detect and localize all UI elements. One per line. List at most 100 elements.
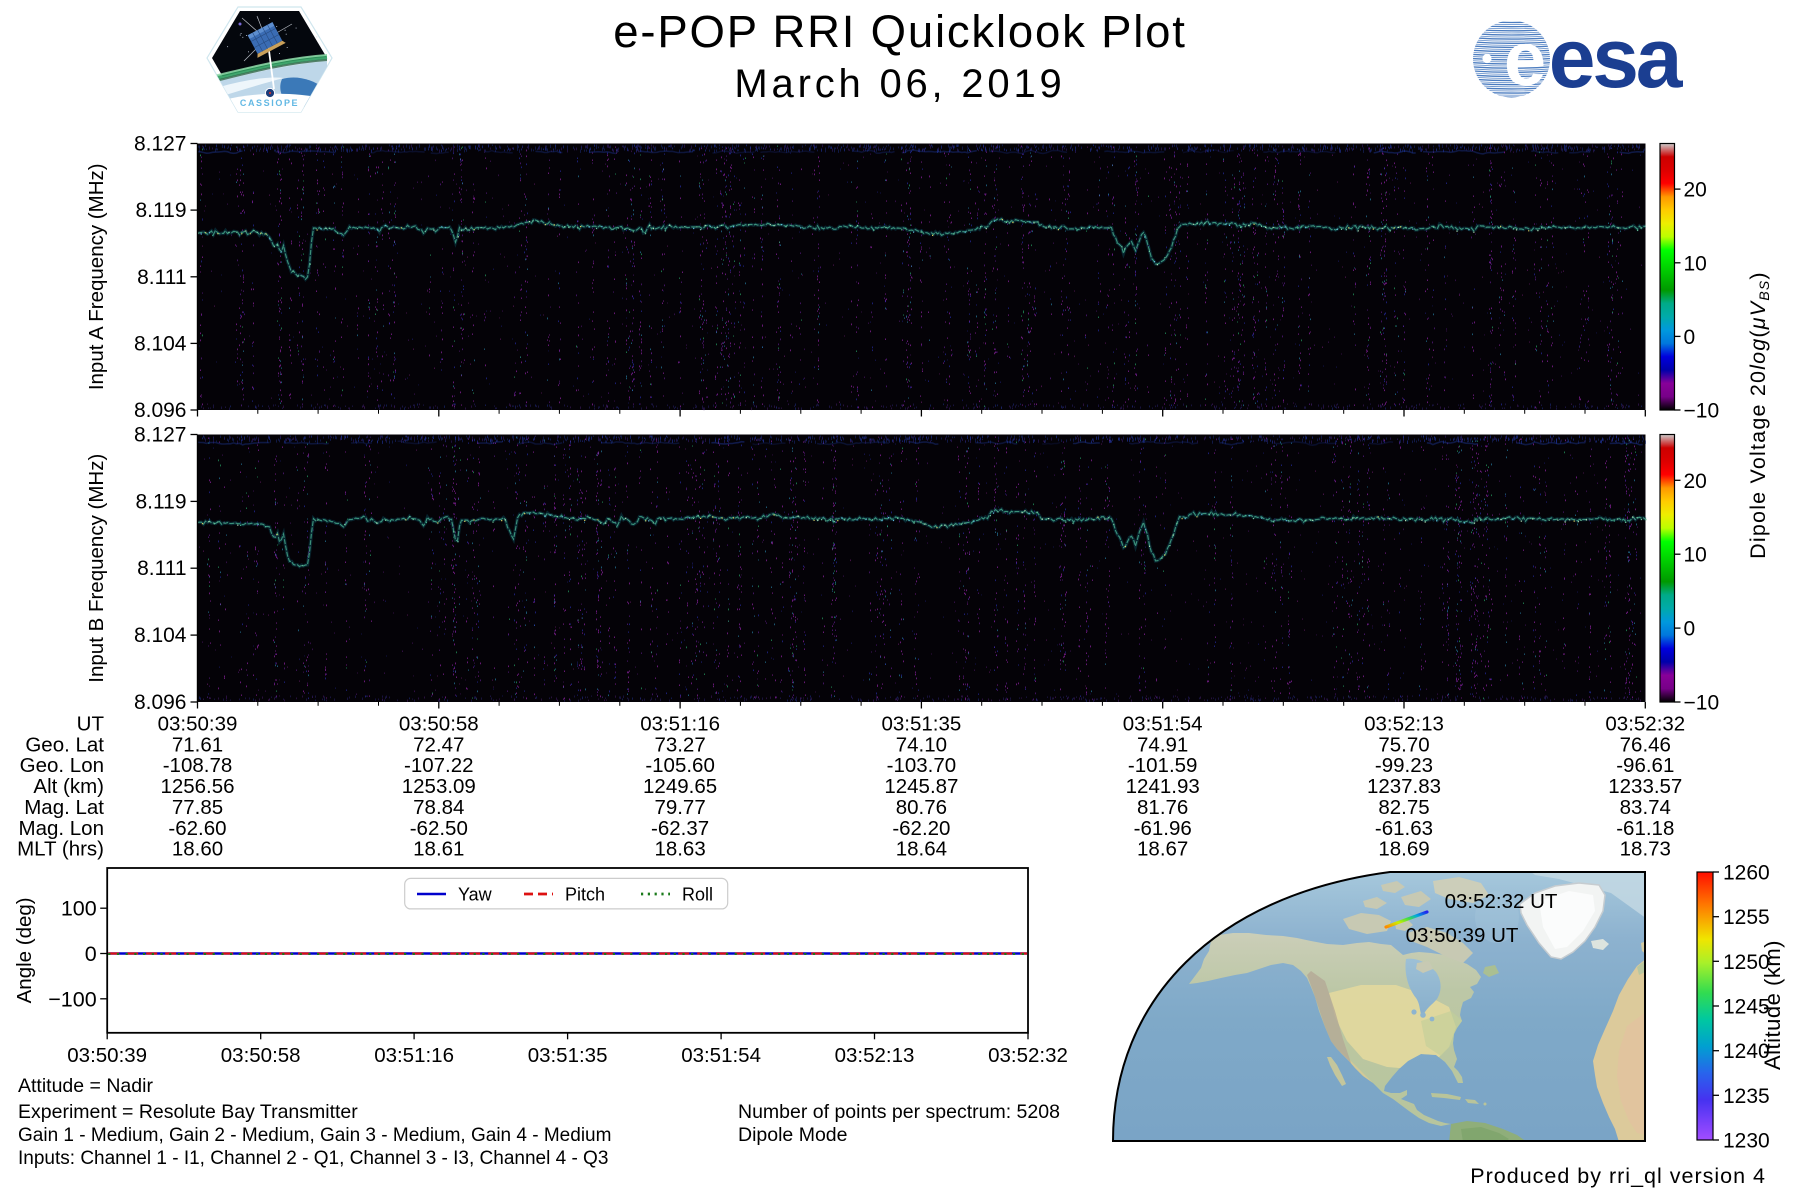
svg-text:03:52:32 UT: 03:52:32 UT <box>1445 890 1558 913</box>
svg-text:-62.37: -62.37 <box>651 817 709 840</box>
svg-text:8.119: 8.119 <box>136 199 187 222</box>
svg-text:18.73: 18.73 <box>1620 838 1671 861</box>
svg-text:-101.59: -101.59 <box>1128 754 1198 777</box>
svg-text:03:51:35: 03:51:35 <box>881 713 961 736</box>
svg-text:1240: 1240 <box>1723 1040 1770 1063</box>
svg-text:1250: 1250 <box>1723 951 1770 974</box>
svg-text:83.74: 83.74 <box>1620 796 1671 819</box>
svg-text:Mag. Lon: Mag. Lon <box>19 817 104 840</box>
svg-text:8.096: 8.096 <box>134 399 187 422</box>
svg-text:1256.56: 1256.56 <box>160 775 234 798</box>
svg-text:03:50:39: 03:50:39 <box>67 1044 147 1067</box>
svg-text:03:52:13: 03:52:13 <box>835 1044 915 1067</box>
svg-text:8.119: 8.119 <box>136 490 187 513</box>
svg-text:1260: 1260 <box>1723 862 1770 885</box>
svg-text:03:51:16: 03:51:16 <box>640 713 720 736</box>
svg-text:1233.57: 1233.57 <box>1608 775 1682 798</box>
svg-text:78.84: 78.84 <box>413 796 464 819</box>
svg-text:03:50:39: 03:50:39 <box>158 713 238 736</box>
svg-text:18.63: 18.63 <box>654 838 705 861</box>
svg-text:March 06, 2019: March 06, 2019 <box>734 62 1065 106</box>
svg-text:1237.83: 1237.83 <box>1367 775 1441 798</box>
svg-text:8.127: 8.127 <box>134 424 187 447</box>
svg-text:Input A Frequency (MHz): Input A Frequency (MHz) <box>85 163 108 390</box>
svg-text:Pitch: Pitch <box>565 885 605 905</box>
svg-text:73.27: 73.27 <box>654 733 705 756</box>
svg-text:−100: −100 <box>48 987 96 1011</box>
svg-text:-62.60: -62.60 <box>168 817 226 840</box>
svg-text:1245.87: 1245.87 <box>884 775 958 798</box>
svg-text:03:52:32: 03:52:32 <box>988 1044 1068 1067</box>
svg-text:72.47: 72.47 <box>413 733 464 756</box>
svg-text:75.70: 75.70 <box>1378 733 1429 756</box>
svg-text:esa: esa <box>1549 11 1684 105</box>
svg-text:Geo. Lat: Geo. Lat <box>25 733 104 756</box>
svg-text:81.76: 81.76 <box>1137 796 1188 819</box>
svg-text:-99.23: -99.23 <box>1375 754 1433 777</box>
svg-text:0: 0 <box>1684 618 1696 641</box>
svg-text:18.61: 18.61 <box>413 838 464 861</box>
svg-text:18.67: 18.67 <box>1137 838 1188 861</box>
svg-text:Geo. Lon: Geo. Lon <box>20 754 104 777</box>
svg-text:18.60: 18.60 <box>172 838 223 861</box>
svg-text:03:50:39 UT: 03:50:39 UT <box>1406 924 1519 947</box>
svg-text:03:51:54: 03:51:54 <box>681 1044 761 1067</box>
svg-text:-105.60: -105.60 <box>645 754 715 777</box>
svg-text:-107.22: -107.22 <box>404 754 474 777</box>
svg-text:-96.61: -96.61 <box>1616 754 1674 777</box>
svg-text:-62.50: -62.50 <box>410 817 468 840</box>
svg-text:Inputs: Channel 1 - I1, Channe: Inputs: Channel 1 - I1, Channel 2 - Q1, … <box>18 1148 608 1169</box>
svg-text:20: 20 <box>1684 470 1707 493</box>
svg-text:20: 20 <box>1684 179 1707 202</box>
svg-text:1235: 1235 <box>1723 1085 1770 1108</box>
svg-text:80.76: 80.76 <box>896 796 947 819</box>
svg-text:Angle (deg): Angle (deg) <box>13 897 36 1003</box>
svg-text:Yaw: Yaw <box>458 885 493 905</box>
svg-text:76.46: 76.46 <box>1620 733 1671 756</box>
svg-text:e: e <box>1504 17 1546 102</box>
svg-text:-61.96: -61.96 <box>1134 817 1192 840</box>
svg-text:8.104: 8.104 <box>134 624 187 647</box>
svg-text:CASSIOPE: CASSIOPE <box>240 98 299 108</box>
svg-text:Produced by rri_ql version 4: Produced by rri_ql version 4 <box>1470 1164 1766 1188</box>
svg-text:03:50:58: 03:50:58 <box>399 713 479 736</box>
svg-text:-61.63: -61.63 <box>1375 817 1433 840</box>
svg-text:-108.78: -108.78 <box>163 754 233 777</box>
svg-text:0: 0 <box>85 942 97 966</box>
svg-text:Dipole Voltage 20log(μVBS): Dipole Voltage 20log(μVBS) <box>1746 271 1772 559</box>
svg-text:18.64: 18.64 <box>896 838 947 861</box>
svg-text:1241.93: 1241.93 <box>1126 775 1200 798</box>
svg-text:-62.20: -62.20 <box>892 817 950 840</box>
svg-text:Number of points per spectrum:: Number of points per spectrum: 5208 <box>738 1101 1060 1123</box>
svg-text:0: 0 <box>1684 326 1696 349</box>
svg-text:Mag. Lat: Mag. Lat <box>24 796 104 819</box>
svg-text:1249.65: 1249.65 <box>643 775 717 798</box>
svg-text:74.91: 74.91 <box>1137 733 1188 756</box>
svg-text:Attitude = Nadir: Attitude = Nadir <box>18 1075 153 1097</box>
svg-text:Experiment = Resolute Bay Tran: Experiment = Resolute Bay Transmitter <box>18 1101 358 1123</box>
svg-text:e-POP RRI Quicklook Plot: e-POP RRI Quicklook Plot <box>613 6 1186 57</box>
svg-text:Altitude (km): Altitude (km) <box>1760 940 1785 1070</box>
svg-text:79.77: 79.77 <box>654 796 705 819</box>
svg-text:03:52:13: 03:52:13 <box>1364 713 1444 736</box>
svg-text:Dipole Mode: Dipole Mode <box>738 1124 847 1146</box>
svg-text:1245: 1245 <box>1723 996 1770 1019</box>
svg-text:100: 100 <box>61 897 97 921</box>
svg-text:UT: UT <box>77 713 105 736</box>
svg-text:Alt (km): Alt (km) <box>33 775 104 798</box>
svg-text:1253.09: 1253.09 <box>402 775 476 798</box>
svg-text:8.127: 8.127 <box>134 133 187 156</box>
svg-text:8.096: 8.096 <box>134 691 187 714</box>
svg-text:03:51:35: 03:51:35 <box>528 1044 608 1067</box>
svg-text:03:50:58: 03:50:58 <box>221 1044 301 1067</box>
svg-text:−10: −10 <box>1684 400 1720 423</box>
svg-text:10: 10 <box>1684 252 1707 275</box>
svg-text:MLT (hrs): MLT (hrs) <box>17 838 104 861</box>
svg-text:71.61: 71.61 <box>172 733 223 756</box>
svg-text:74.10: 74.10 <box>896 733 947 756</box>
svg-text:03:51:54: 03:51:54 <box>1123 713 1203 736</box>
svg-text:−10: −10 <box>1684 692 1720 715</box>
svg-text:8.111: 8.111 <box>137 266 186 289</box>
svg-text:Gain 1 - Medium, Gain 2 - Medi: Gain 1 - Medium, Gain 2 - Medium, Gain 3… <box>18 1125 611 1146</box>
svg-text:82.75: 82.75 <box>1378 796 1429 819</box>
